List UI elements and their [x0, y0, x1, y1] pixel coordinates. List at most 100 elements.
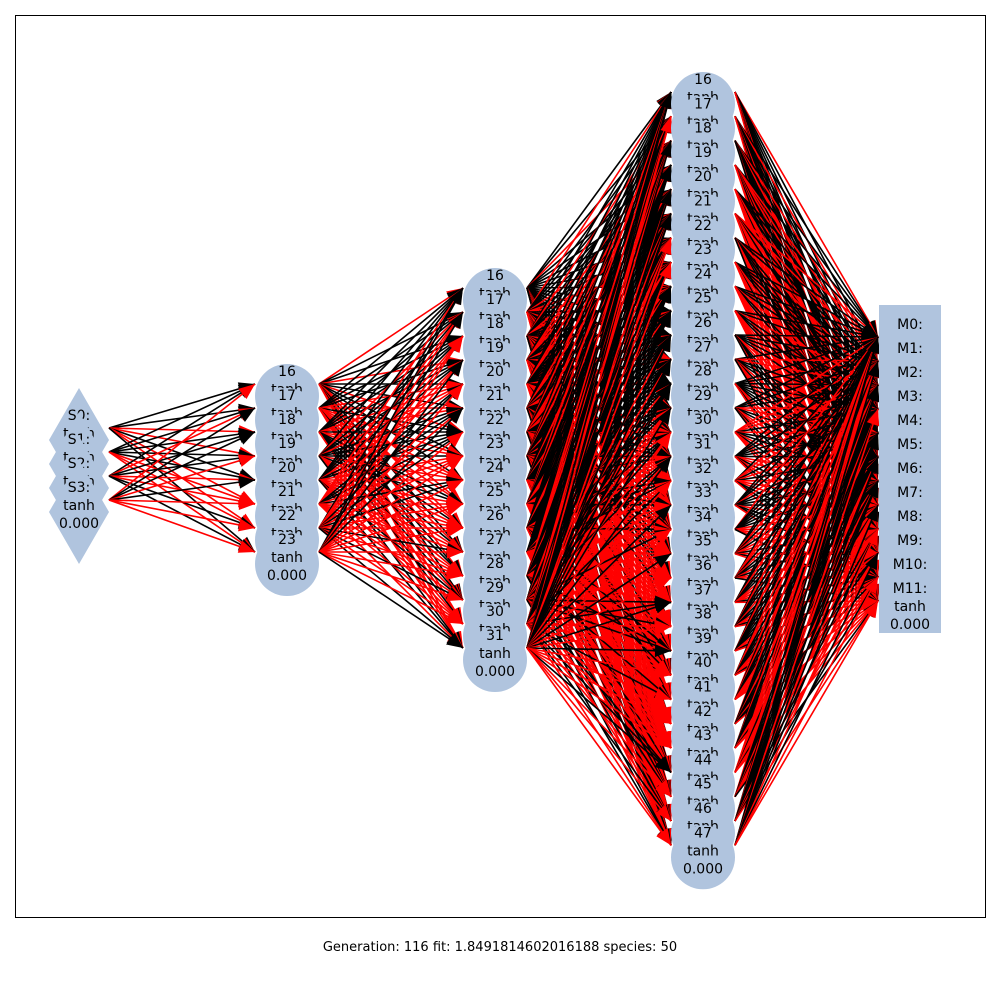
node-id-label: 29 — [694, 388, 712, 404]
node-id-label: 27 — [694, 339, 712, 355]
edge — [526, 91, 672, 385]
node-id-label: 25 — [486, 484, 504, 500]
edge-arrowhead — [445, 480, 463, 493]
node-value-label: 0.000 — [890, 617, 930, 633]
edge — [526, 116, 672, 649]
edge — [734, 334, 879, 338]
edge-arrowhead — [660, 92, 674, 110]
node-id-label: 23 — [694, 242, 712, 258]
input-node-diamond — [49, 460, 109, 564]
edge-arrowhead — [866, 409, 880, 427]
edge-arrowhead — [238, 497, 255, 511]
node-id-label: 23 — [278, 532, 296, 548]
edge — [318, 287, 464, 457]
node-id-label: 47 — [694, 825, 712, 841]
edge-arrowhead — [238, 518, 255, 532]
edge-arrowhead — [653, 600, 671, 614]
edge — [526, 383, 672, 649]
node-id-label: 38 — [694, 607, 712, 623]
edge-arrowhead — [656, 828, 671, 846]
edge-arrowhead — [660, 164, 673, 183]
node-id-label: 30 — [486, 604, 504, 620]
node-id-label: 18 — [278, 412, 296, 428]
edge — [734, 336, 879, 773]
edge-arrowhead — [445, 502, 463, 516]
edge — [526, 647, 672, 822]
edge-arrowhead — [865, 505, 878, 523]
node-id-label: 31 — [694, 437, 712, 453]
node-id-label: 30 — [694, 412, 712, 428]
edge — [734, 336, 879, 749]
edge-group — [108, 91, 880, 846]
edge-arrowhead — [446, 432, 463, 448]
edge — [526, 647, 672, 749]
edge-arrowhead — [864, 601, 878, 619]
node-id-label: 40 — [694, 655, 712, 671]
node-id-label: 27 — [486, 532, 504, 548]
edge-arrowhead — [655, 804, 671, 821]
edge — [318, 311, 464, 553]
hidden-node-circle — [671, 825, 735, 890]
edge — [526, 601, 672, 649]
edge — [318, 551, 464, 577]
edge — [734, 309, 879, 338]
edge — [318, 407, 464, 553]
node-activation-label: tanh — [271, 550, 303, 566]
node-id-label: 16 — [694, 72, 712, 88]
edge — [734, 336, 879, 846]
node-id-label: 20 — [694, 169, 712, 185]
edge-arrowhead — [653, 710, 671, 724]
node-id-label: 21 — [278, 484, 296, 500]
edge — [734, 336, 879, 652]
edge — [734, 384, 879, 846]
edge — [108, 431, 256, 501]
node-id-label: 22 — [486, 412, 504, 428]
edge-arrowhead — [655, 780, 671, 797]
edge — [734, 285, 879, 338]
edge — [108, 499, 256, 505]
edge-arrowhead — [866, 481, 879, 499]
edge-arrowhead — [238, 475, 255, 489]
network-node: M11: tanh 0.000 — [879, 569, 941, 633]
edge — [526, 91, 672, 601]
edge — [734, 336, 879, 579]
edge — [734, 480, 879, 846]
edge — [526, 91, 672, 313]
node-id-label: 22 — [278, 508, 296, 524]
network-node: 31 tanh 0.000 — [463, 628, 527, 692]
edge — [526, 91, 672, 577]
edge — [734, 188, 879, 338]
edge — [526, 647, 672, 701]
edge — [526, 647, 672, 846]
edge — [734, 336, 879, 458]
node-value-label: 0.000 — [683, 861, 723, 877]
network-node: 47 tanh 0.000 — [671, 825, 735, 890]
hidden-node-circle — [255, 532, 319, 596]
node-value-label: 0.000 — [267, 568, 307, 584]
edge-arrowhead — [449, 312, 463, 330]
edge — [734, 336, 879, 700]
network-node: 23 tanh 0.000 — [255, 532, 319, 596]
edge — [526, 91, 672, 625]
edge — [734, 432, 879, 846]
edge — [318, 359, 464, 553]
node-id-label: 39 — [694, 631, 712, 647]
edge-arrowhead — [655, 505, 671, 521]
generation-caption: Generation: 116 fit: 1.8491814602016188 … — [322, 940, 678, 955]
node-id-label: 45 — [694, 777, 712, 793]
edge — [734, 408, 879, 846]
edge — [734, 336, 879, 822]
node-id-label: 19 — [694, 145, 712, 161]
node-id-label: 42 — [694, 704, 712, 720]
edge — [734, 336, 879, 797]
edge — [526, 91, 672, 457]
edge — [318, 335, 464, 553]
node-id-label: 36 — [694, 558, 712, 574]
edge — [108, 383, 256, 429]
edge-arrowhead — [447, 384, 463, 401]
edge-arrowhead — [654, 622, 671, 636]
edge — [526, 237, 672, 649]
edge — [318, 527, 464, 553]
edge — [526, 188, 672, 649]
